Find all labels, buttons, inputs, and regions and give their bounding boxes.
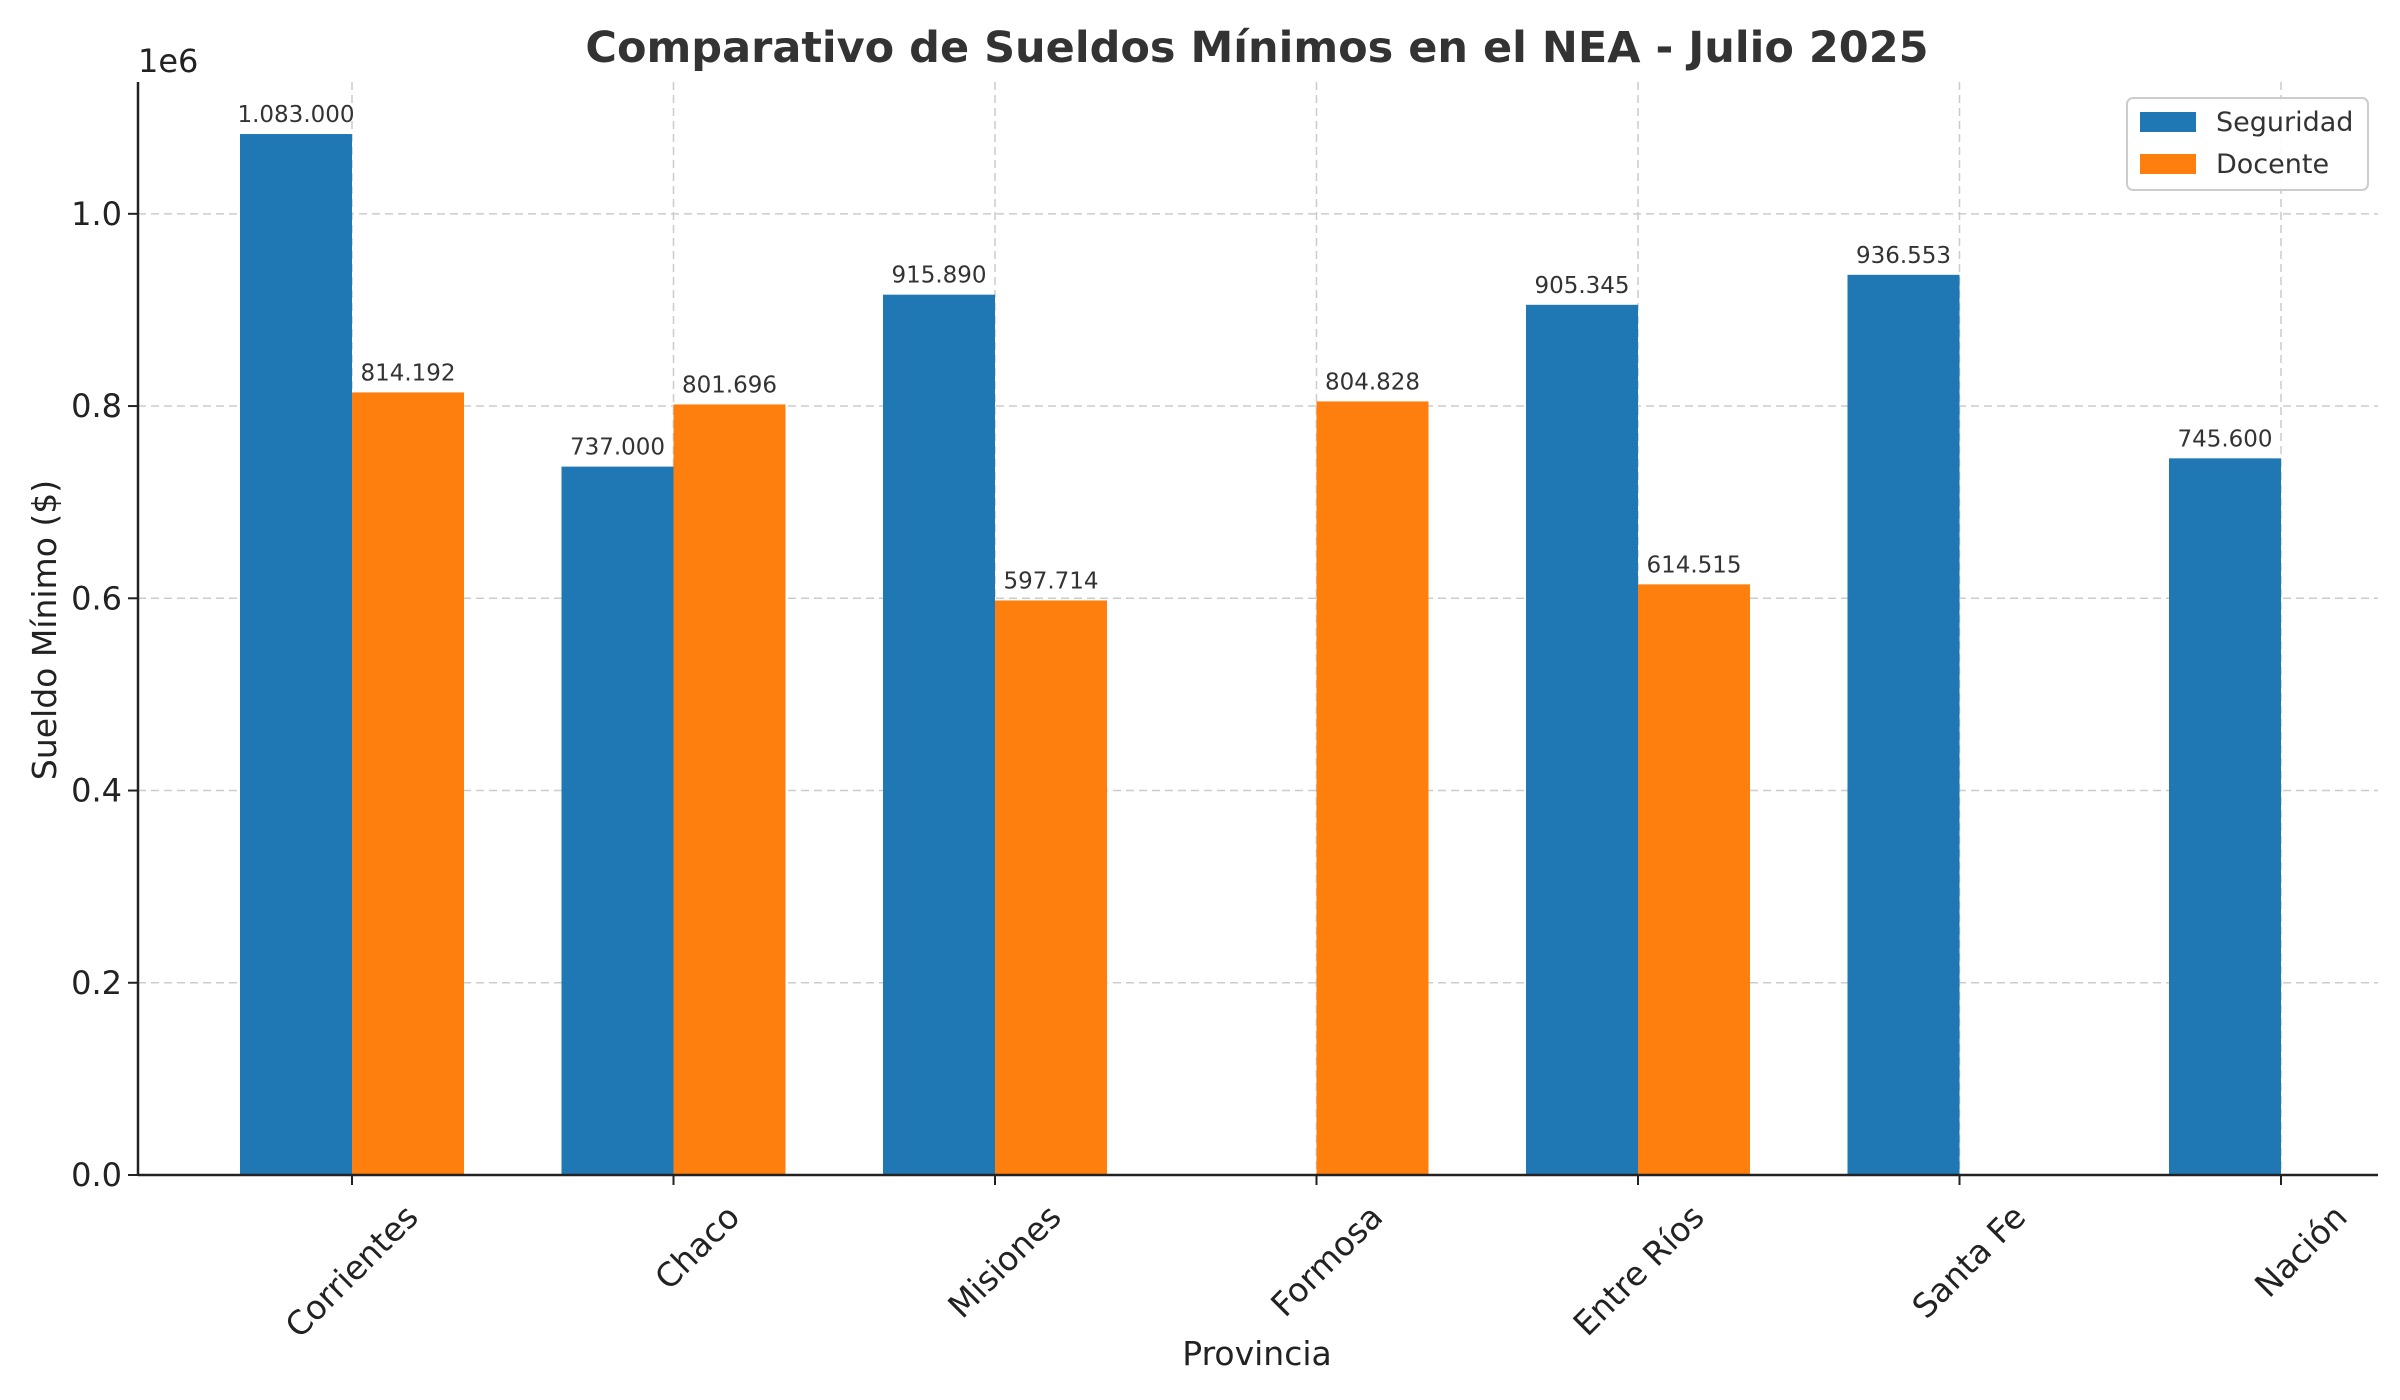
y-tick-label: 0.4 [71,772,122,810]
data-label: 801.696 [682,372,777,398]
data-label: 614.515 [1646,552,1741,578]
x-tick-label: Formosa [1263,1197,1390,1324]
x-tick-label: Misiones [940,1197,1068,1325]
bar-seguridad [1526,304,1638,1175]
data-label: 1.083.000 [237,102,354,128]
y-tick-label: 0.2 [71,964,122,1002]
data-label: 737.000 [570,435,665,461]
chart-title: Comparativo de Sueldos Mínimos en el NEA… [585,23,1928,73]
x-axis-label: Provincia [1182,1334,1332,1373]
bar-docente [1316,401,1429,1175]
bar-seguridad [2169,458,2281,1175]
data-label: 814.192 [360,360,455,386]
y-tick-label: 0.6 [71,579,122,617]
x-tick-label: Santa Fe [1904,1197,2033,1326]
x-tick-label: Chaco [647,1197,747,1297]
data-label: 905.345 [1534,273,1629,299]
legend-swatch-seguridad [2140,112,2196,132]
x-tick-label: Entre Ríos [1565,1197,1711,1343]
axes-layer [136,82,2378,1177]
bars-layer [240,134,2281,1176]
x-tick-label: Nación [2247,1197,2355,1305]
y-tick-label: 0.0 [71,1156,122,1194]
legend-entry-seguridad: Seguridad [2216,107,2353,138]
y-multiplier-label: 1e6 [138,42,198,80]
data-label: 936.553 [1856,243,1951,269]
legend-entry-docente: Docente [2216,149,2329,180]
bar-seguridad [561,466,674,1175]
y-tick-label: 1.0 [71,195,122,233]
y-tick-label: 0.8 [71,387,122,425]
legend: Seguridad Docente [2126,97,2369,191]
grid-layer [138,82,2378,1175]
legend-swatch-docente [2140,154,2196,174]
data-label: 915.890 [891,263,986,289]
bar-docente [352,392,464,1176]
data-label: 597.714 [1003,568,1098,594]
bar-seguridad [1847,274,1960,1175]
bar-docente [673,404,786,1176]
data-label: 804.828 [1325,369,1420,395]
data-labels-layer: 1.083.000 737.000 915.890 905.345 936.553 745… [237,102,2272,594]
y-axis-label: Sueldo Mínimo ($) [25,480,64,780]
bar-seguridad [240,134,352,1176]
x-tick-label: Corrientes [277,1197,425,1345]
bar-seguridad [883,294,995,1175]
data-label: 745.600 [2177,426,2272,452]
bar-docente [995,600,1107,1175]
bar-docente [1638,584,1750,1175]
